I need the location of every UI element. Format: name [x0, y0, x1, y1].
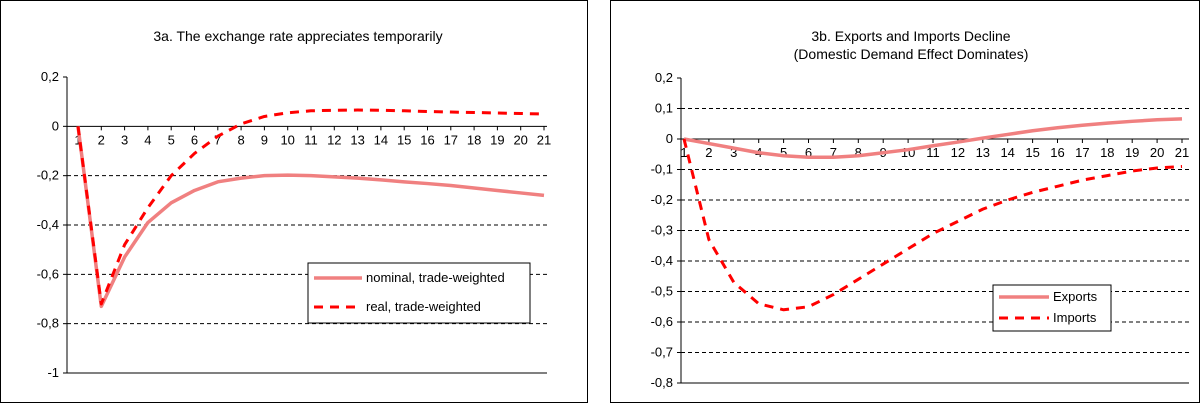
- chart-3a-x-tick-label: 20: [513, 132, 527, 147]
- chart-3b-x-tick-label: 20: [1150, 145, 1164, 160]
- chart-3a-x-tick-label: 2: [98, 132, 105, 147]
- chart-3a-x-tick-label: 3: [121, 132, 128, 147]
- chart-3a-legend-label: nominal, trade-weighted: [366, 270, 505, 285]
- chart-3b-subtitle: (Domestic Demand Effect Dominates): [794, 46, 1029, 62]
- chart-3b-legend-label: Exports: [1053, 289, 1098, 304]
- chart-3b-title: 3b. Exports and Imports Decline: [811, 28, 1010, 44]
- chart-panel-3a: 3a. The exchange rate appreciates tempor…: [0, 0, 588, 403]
- chart-3a-y-tick-label: -0,8: [37, 316, 59, 331]
- chart-3b-y-tick-label: 0,2: [655, 70, 673, 85]
- chart-3b-x-tick-label: 5: [780, 145, 787, 160]
- chart-3b-x-tick-label: 15: [1025, 145, 1039, 160]
- chart-3b-x-tick-label: 13: [976, 145, 990, 160]
- chart-3b-y-tick-label: -0,7: [651, 345, 673, 360]
- chart-3a-y-tick-label: -0,4: [37, 217, 59, 232]
- chart-3b-y-tick-label: 0,1: [655, 101, 673, 116]
- chart-3b-x-tick-label: 2: [705, 145, 712, 160]
- chart-3a-x-tick-label: 16: [420, 132, 434, 147]
- chart-3a-y-tick-label: -0,6: [37, 266, 59, 281]
- chart-3a-y-tick-label: 0,2: [41, 69, 59, 84]
- chart-3b-y-tick-label: -0,6: [651, 314, 673, 329]
- chart-3a-x-tick-label: 5: [168, 132, 175, 147]
- chart-3a-x-tick-label: 13: [350, 132, 364, 147]
- chart-3b-x-tick-label: 8: [855, 145, 862, 160]
- chart-3a-x-tick-label: 10: [280, 132, 294, 147]
- chart-3b-y-tick-label: -0,1: [651, 162, 673, 177]
- chart-3a-x-tick-label: 19: [490, 132, 504, 147]
- chart-3a-x-tick-label: 17: [444, 132, 458, 147]
- chart-3b-x-tick-label: 14: [1000, 145, 1014, 160]
- chart-3a-x-tick-label: 4: [144, 132, 151, 147]
- chart-3b-x-tick-label: 1: [680, 145, 687, 160]
- chart-3b-y-tick-label: -0,3: [651, 223, 673, 238]
- chart-3b-x-tick-label: 21: [1175, 145, 1189, 160]
- chart-3a-series-nominal-trade-weighted: [76, 126, 545, 309]
- chart-3b-x-tick-label: 18: [1100, 145, 1114, 160]
- chart-3a-y-tick-label: 0: [52, 118, 59, 133]
- chart-3a-y-tick-label: -0,2: [37, 168, 59, 183]
- chart-3a-y-tick-label: -1: [47, 365, 59, 380]
- chart-3a-svg: 3a. The exchange rate appreciates tempor…: [37, 28, 552, 380]
- chart-3a-x-tick-label: 12: [327, 132, 341, 147]
- chart-3a-x-tick-label: 9: [261, 132, 268, 147]
- chart-3b-y-tick-label: -0,8: [651, 375, 673, 390]
- chart-3b-y-tick-label: -0,2: [651, 192, 673, 207]
- chart-3b-x-tick-label: 17: [1075, 145, 1089, 160]
- chart-3b-x-tick-label: 11: [926, 145, 940, 160]
- chart-3a-x-tick-label: 7: [214, 132, 221, 147]
- chart-3b-y-tick-label: -0,4: [651, 253, 673, 268]
- chart-3b-y-tick-label: 0: [666, 131, 673, 146]
- chart-3a-legend-label: real, trade-weighted: [366, 299, 481, 314]
- chart-3a-series-real-trade-weighted: [76, 108, 545, 306]
- chart-3b-x-tick-label: 3: [730, 145, 737, 160]
- chart-3b-legend: [992, 284, 1112, 332]
- chart-3b-x-tick-label: 19: [1125, 145, 1139, 160]
- chart-3b-x-tick-label: 12: [951, 145, 965, 160]
- chart-3a-x-tick-label: 8: [237, 132, 244, 147]
- chart-3a-legend: [307, 262, 531, 324]
- chart-3a-x-tick-label: 14: [374, 132, 388, 147]
- chart-3b-x-tick-label: 7: [830, 145, 837, 160]
- chart-3b-legend-label: Imports: [1053, 310, 1097, 325]
- chart-3b-y-tick-label: -0,5: [651, 284, 673, 299]
- chart-3a-x-tick-label: 11: [304, 132, 318, 147]
- chart-3a-x-tick-label: 6: [191, 132, 198, 147]
- chart-panel-3b: 3b. Exports and Imports Decline (Domestic…: [610, 0, 1200, 403]
- chart-3b-series-imports: [682, 138, 1183, 312]
- chart-3a-title: 3a. The exchange rate appreciates tempor…: [153, 28, 442, 44]
- chart-3b-series-exports: [683, 117, 1183, 160]
- chart-3b-x-tick-label: 16: [1050, 145, 1064, 160]
- chart-3a-x-tick-label: 21: [537, 132, 551, 147]
- chart-3b-x-tick-label: 6: [805, 145, 812, 160]
- chart-3a-x-tick-label: 15: [397, 132, 411, 147]
- chart-3a-x-tick-label: 18: [467, 132, 481, 147]
- chart-3b-svg: 3b. Exports and Imports Decline (Domestic…: [651, 28, 1190, 390]
